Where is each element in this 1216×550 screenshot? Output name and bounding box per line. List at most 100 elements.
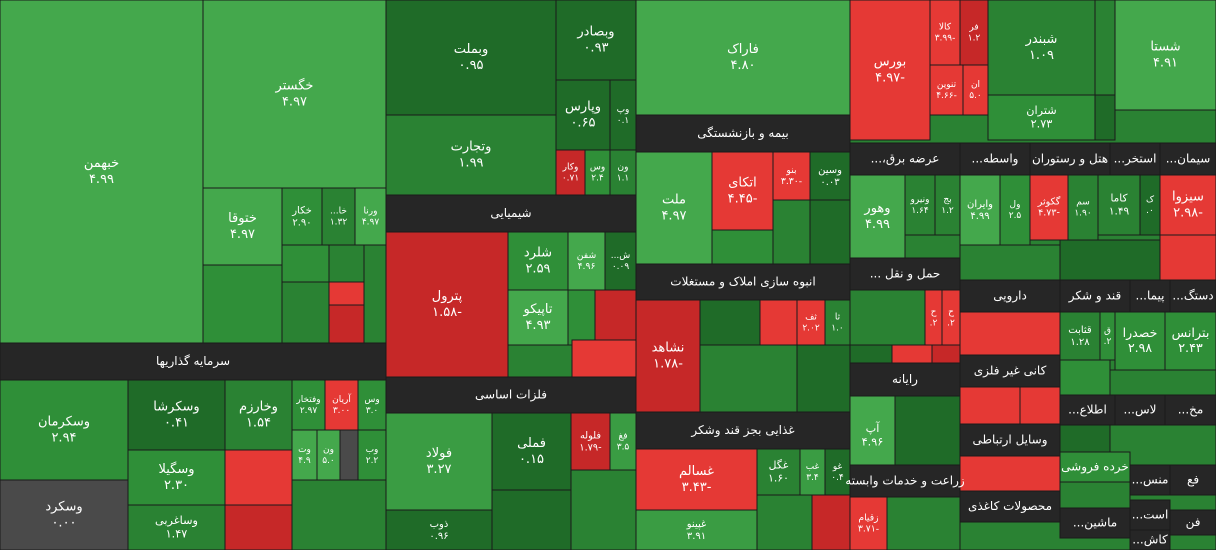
- sector-name: فلزات اساسی: [475, 388, 547, 403]
- sector-header: [385, 376, 637, 414]
- tile-symbol: ول: [1010, 200, 1021, 210]
- tile-change: ۱.۲۸: [1070, 337, 1090, 348]
- sector-name: مخ...: [1178, 403, 1204, 417]
- cell: [1094, 94, 1116, 141]
- tile-change: ۲.۲: [366, 456, 379, 466]
- tile-change: ۴.۹۷: [362, 217, 380, 227]
- cell: [756, 494, 813, 550]
- tile-symbol: وسکرشا: [153, 400, 199, 415]
- sector-header: [959, 490, 1061, 523]
- tile-change: ۰.۰۰: [51, 515, 76, 530]
- sector-header: [635, 411, 851, 450]
- tile-change: ۴.۹۳: [525, 318, 550, 333]
- tile-change: ۳.۰: [366, 406, 379, 416]
- cell: [570, 469, 637, 550]
- tile: [609, 149, 637, 196]
- tile-symbol: ورنا: [364, 207, 378, 217]
- sector-header: [385, 194, 637, 233]
- tile-symbol: شتران: [1026, 104, 1056, 118]
- tile-change: ۲.۵: [1009, 211, 1022, 221]
- cell: [931, 344, 961, 364]
- tile-change: ۱.۲: [968, 33, 981, 43]
- tile-symbol: کاما: [1110, 193, 1127, 205]
- tile-change: ۰.۰۹: [612, 262, 630, 272]
- tile-change: ۲.۹۴: [51, 430, 76, 445]
- tile-change: ۳.۴: [806, 473, 819, 483]
- tile: [999, 174, 1031, 246]
- cell: [507, 344, 573, 378]
- tile-change: ۰.۶۵: [570, 115, 595, 130]
- tile: [1159, 174, 1216, 236]
- tile-change: ۴.۹۹: [970, 211, 989, 222]
- sector-name: واسطه...: [972, 152, 1019, 167]
- tile-change: ۰.۱: [617, 116, 630, 126]
- sector-header: [959, 142, 1031, 176]
- cell: [328, 244, 365, 283]
- sector-header: [959, 423, 1061, 457]
- sector-header: [959, 354, 1061, 388]
- tile: [291, 379, 326, 431]
- tile-change: ۱.۶۴: [911, 206, 929, 216]
- tile: [609, 79, 637, 151]
- tile: [354, 187, 387, 246]
- tile-symbol: بورس: [874, 55, 906, 70]
- tile-change: ۱.۹۰: [1074, 208, 1091, 218]
- tile: [929, 64, 964, 116]
- tile-symbol: ان: [971, 80, 980, 90]
- tile: [809, 151, 851, 201]
- tile-change: -۳.۳۰: [781, 176, 802, 187]
- sector-header: [849, 464, 961, 498]
- cell: [886, 496, 961, 550]
- tile: [584, 149, 611, 196]
- tile: [555, 79, 611, 151]
- cell: [699, 299, 761, 346]
- tile-change: ۴.۹۷: [230, 227, 255, 242]
- tile-symbol: وسگیلا: [158, 461, 194, 477]
- cell: [699, 344, 798, 413]
- cell: [1059, 239, 1161, 281]
- cell: [849, 344, 893, 364]
- sector-name: فن: [1186, 515, 1201, 530]
- tile: [756, 448, 801, 496]
- tile-symbol: سیزوا: [1172, 190, 1204, 205]
- tile-change: ۴.۸۰: [730, 58, 755, 73]
- tile-symbol: ون: [618, 163, 629, 173]
- tile-change: ۱.۴۷: [166, 527, 188, 540]
- tile-change: ۱.۳۲: [330, 217, 348, 227]
- tile-symbol: ق: [1104, 326, 1111, 336]
- tile-change: ۵.۰: [322, 456, 335, 466]
- sector-header: [1059, 507, 1131, 539]
- tile-change: ۲.: [930, 318, 938, 328]
- tile: [796, 299, 826, 346]
- tile-symbol: شلرد: [524, 246, 552, 261]
- tile-change: ۲.۴۳: [1178, 341, 1203, 356]
- sector-name: محصولات کاغذی: [968, 499, 1052, 514]
- tile-change: ۱.۰: [831, 323, 844, 333]
- cell: [894, 395, 961, 466]
- tile-change: ۱.۶۰: [768, 471, 789, 484]
- tile-change: ۳.۹۱: [687, 531, 706, 542]
- sector-header: [1059, 451, 1131, 483]
- tile: [0, 479, 129, 550]
- tile: [987, 94, 1096, 141]
- sector-name: دستگ...: [1172, 289, 1213, 303]
- tile-symbol: پترول: [432, 289, 463, 304]
- cell: [1109, 369, 1216, 396]
- tile-change: ۴.۹۶: [862, 435, 884, 448]
- tile: [385, 509, 493, 550]
- tile-symbol: بنو: [785, 165, 796, 176]
- tile-change: -۲.۹۸: [1173, 205, 1203, 220]
- tile: [1114, 0, 1216, 111]
- tile-symbol: ش...: [611, 251, 631, 261]
- tile-symbol: فغ: [618, 432, 627, 442]
- tile: [385, 114, 557, 196]
- tile-change: ۰.۹۶: [429, 531, 448, 542]
- tile-symbol: فاراک: [727, 42, 759, 57]
- sector-name: استخر...: [1114, 152, 1157, 167]
- sector-name: سیمان...: [1166, 152, 1211, 166]
- tile-symbol: خکار: [291, 206, 312, 217]
- cell: [959, 311, 1061, 356]
- tile-change: -۴.۷۳: [1038, 208, 1060, 219]
- cell: [571, 339, 637, 378]
- tile-symbol: غب: [806, 462, 820, 472]
